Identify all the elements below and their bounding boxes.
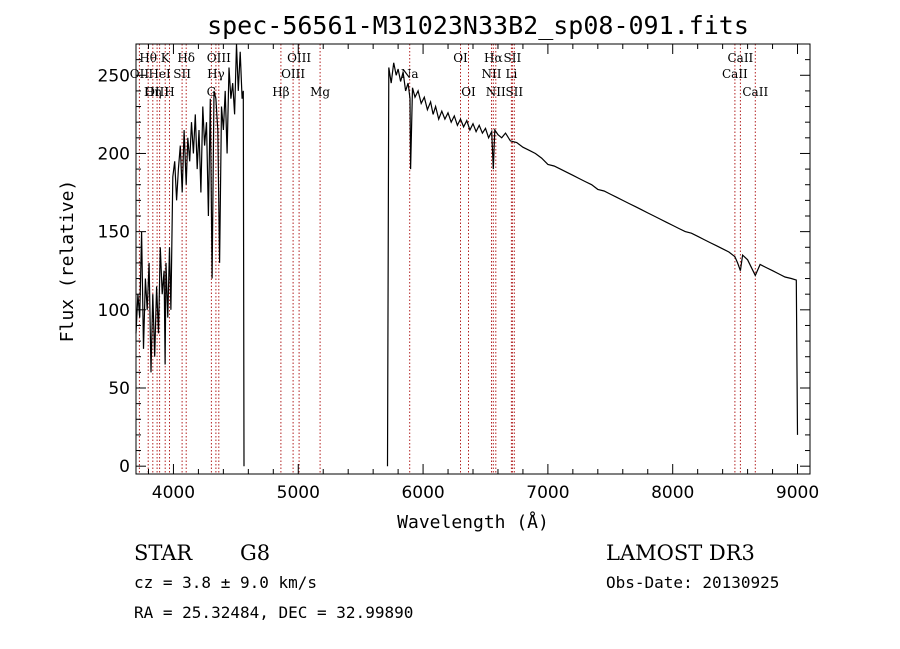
x-tick-label: 6000 — [401, 483, 444, 503]
y-tick-label: 150 — [98, 223, 130, 243]
plot-frame — [136, 44, 810, 474]
spectral-line-label: SII — [505, 85, 523, 99]
y-tick-label: 50 — [108, 379, 130, 399]
spectral-line-label: K — [161, 51, 171, 65]
spectral-line-label: OII — [130, 67, 150, 81]
y-tick-label: 100 — [98, 301, 130, 321]
spectral-line-label: OI — [461, 85, 476, 99]
spectral-line-label: Li — [505, 67, 517, 81]
y-tick-label: 200 — [98, 144, 130, 164]
chart-title: spec-56561-M31023N33B2_sp08-091.fits — [207, 11, 749, 40]
ra-dec-coordinates: RA = 25.32484, DEC = 32.99890 — [134, 603, 413, 622]
y-tick-label: 250 — [98, 66, 130, 86]
spectral-line-label: HeI — [148, 67, 171, 81]
x-tick-label: 8000 — [651, 483, 694, 503]
spectral-line-label: Hθ — [139, 51, 157, 65]
spectral-line-label: Hδ — [177, 51, 195, 65]
spectral-line-label: CaII — [727, 51, 753, 65]
spectral-line-label: Hα — [484, 51, 503, 65]
x-tick-label: 7000 — [526, 483, 569, 503]
object-class: STAR — [134, 541, 193, 565]
spectral-line-label: SII — [504, 51, 522, 65]
y-tick-label: 0 — [119, 457, 130, 477]
spectral-line-label: OIII — [287, 51, 311, 65]
spectral-line-label: NII — [486, 85, 506, 99]
spectral-line-markers — [139, 44, 755, 474]
spectrum-line-red-segment — [388, 63, 798, 466]
spectral-line-label: Mg — [310, 85, 330, 99]
spectral-line-label: H — [164, 85, 174, 99]
spectral-line-label: OIII — [207, 51, 231, 65]
survey-name: LAMOST DR3 — [606, 541, 755, 565]
x-tick-label: 9000 — [776, 483, 819, 503]
observation-date: Obs-Date: 20130925 — [606, 573, 779, 592]
x-axis-label: Wavelength (Å) — [397, 511, 549, 533]
spectral-line-label: Hγ — [207, 67, 225, 81]
spectral-line-label: OIII — [281, 67, 305, 81]
spectral-line-label: SII — [173, 67, 191, 81]
spectral-line-label: Hη — [144, 85, 162, 99]
x-tick-label: 4000 — [152, 483, 195, 503]
y-axis-label: Flux (relative) — [57, 180, 78, 343]
spectrum-chart: spec-56561-M31023N33B2_sp08-091.fits Hθ O… — [0, 0, 900, 649]
spectral-line-label: OI — [453, 51, 468, 65]
x-axis-ticks: 4000 5000 6000 7000 8000 9000 — [148, 44, 819, 503]
spectral-line-label: Hβ — [272, 85, 289, 99]
spectral-line-label: CaII — [742, 85, 768, 99]
x-tick-label: 5000 — [277, 483, 320, 503]
redshift-cz: cz = 3.8 ± 9.0 km/s — [134, 573, 317, 592]
y-axis-ticks: 0 50 100 150 200 250 — [98, 60, 810, 478]
spectrum-line-blue-segment — [136, 44, 244, 466]
spectral-line-label: NII — [482, 67, 502, 81]
object-subclass: G8 — [240, 541, 270, 565]
spectral-line-label: CaII — [722, 67, 748, 81]
